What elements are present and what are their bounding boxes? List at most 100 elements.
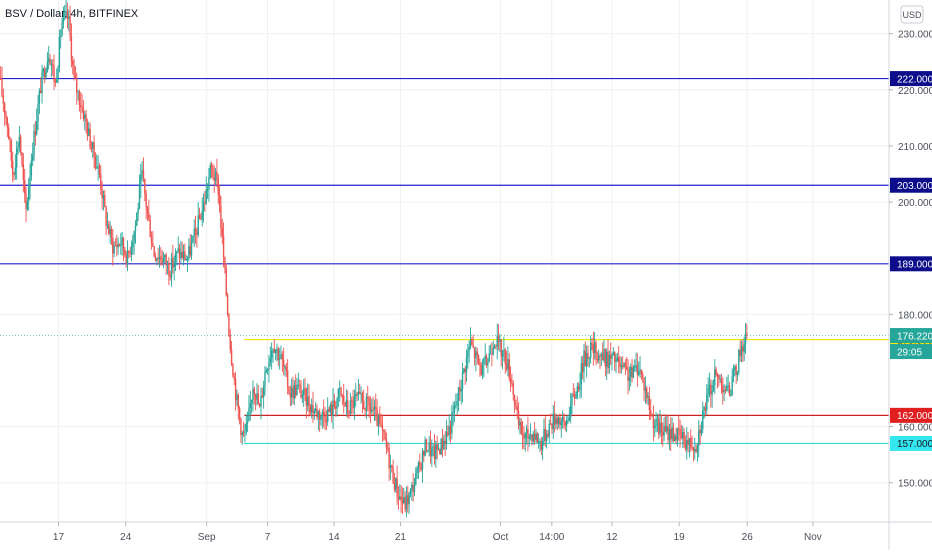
candle-body [217,177,219,195]
candle-body [699,430,701,434]
time-axis[interactable]: 17 24 Sep 7 14 21 Oct 14:00 12 19 26 Nov [53,522,822,543]
candle-body [734,366,736,371]
candle-body [202,202,205,211]
candle-body [435,444,437,460]
candle-body [636,364,639,375]
time-tick-label: 21 [395,532,407,543]
candle-body [54,80,57,83]
candle-body [613,351,616,363]
candle-body [322,412,325,416]
candle-body [284,366,286,368]
candle-body [684,444,687,450]
candle-body [2,95,5,104]
bar-countdown-label-text: 29:05 [897,347,922,358]
candle-body [188,246,190,259]
candle-body [45,71,47,78]
candle-body [465,356,468,373]
candle-body [78,91,81,106]
candle-body [743,343,745,352]
candle-body [691,447,693,449]
candle-body [212,168,214,178]
candle-body [732,370,735,377]
candle-body [702,410,704,430]
candle-body [92,142,94,149]
candle-body [210,165,213,169]
candle-body [137,207,139,213]
candle-body [21,153,23,164]
candle-body [638,371,640,375]
candle-body [320,416,322,420]
candle-body [173,262,175,268]
candle-body [331,404,333,417]
candle-body [694,449,696,452]
candle-body [304,388,306,390]
time-tick-label: 17 [53,532,65,543]
candle-body [170,257,173,278]
candle-body [499,339,501,342]
candle-body [329,404,332,412]
candle-body [278,358,281,360]
level-price-label: 162.000 [890,407,932,423]
candle-body [647,396,649,398]
candle-body [128,250,130,253]
candle-body [475,351,477,359]
candle-body [528,436,530,439]
candle-body [193,228,195,236]
candle-body [257,393,259,405]
candle-body [150,237,153,244]
candle-body [609,354,612,359]
level-price-label-box [890,177,932,193]
currency-button-label[interactable]: USD [902,10,922,20]
candle-body [104,194,106,207]
level-price-label-box [890,407,932,423]
candle-body [102,194,105,199]
candle-body [417,462,420,469]
candle-body [583,350,585,373]
candle-body [436,444,438,450]
candle-body [686,439,688,450]
currency-button[interactable]: USD [900,5,924,24]
candle-body [61,22,63,36]
candle-body [441,438,444,450]
candle-body [563,416,565,422]
candle-body [142,170,145,179]
candle-body [77,91,79,93]
candle-body [18,136,21,147]
candle-body [15,148,18,168]
candle-body [389,465,392,469]
candle-body [383,429,385,432]
candle-body [587,353,589,359]
candle-body [660,422,663,432]
candle-body [145,193,147,208]
candle-body [224,257,226,268]
candle-body [308,396,310,408]
candle-body [432,446,434,449]
candle-body [735,366,737,375]
price-axis[interactable]: 230.000 220.000 210.000 200.000 180.000 160.0… [889,30,932,490]
candle-body [507,359,509,370]
candle-body [687,439,689,445]
candle-body [161,260,163,263]
candle-body [580,363,583,385]
candle-body [644,387,647,391]
candle-body [552,413,554,430]
level-price-label-text: 222.000 [897,74,932,85]
candle-body [165,254,167,266]
candle-body [650,410,652,414]
candle-body [452,412,454,414]
candle-body [289,393,292,398]
candle-body [455,404,457,406]
candle-body [260,395,262,407]
candle-body [328,408,330,412]
candle-body [32,155,34,161]
currency-button-frame[interactable] [900,5,924,24]
candle-body [718,375,720,380]
candle-body [340,387,342,395]
candle-body [720,379,723,386]
candle-body [120,244,122,246]
candle-body [368,397,370,406]
candle-body [181,251,183,259]
